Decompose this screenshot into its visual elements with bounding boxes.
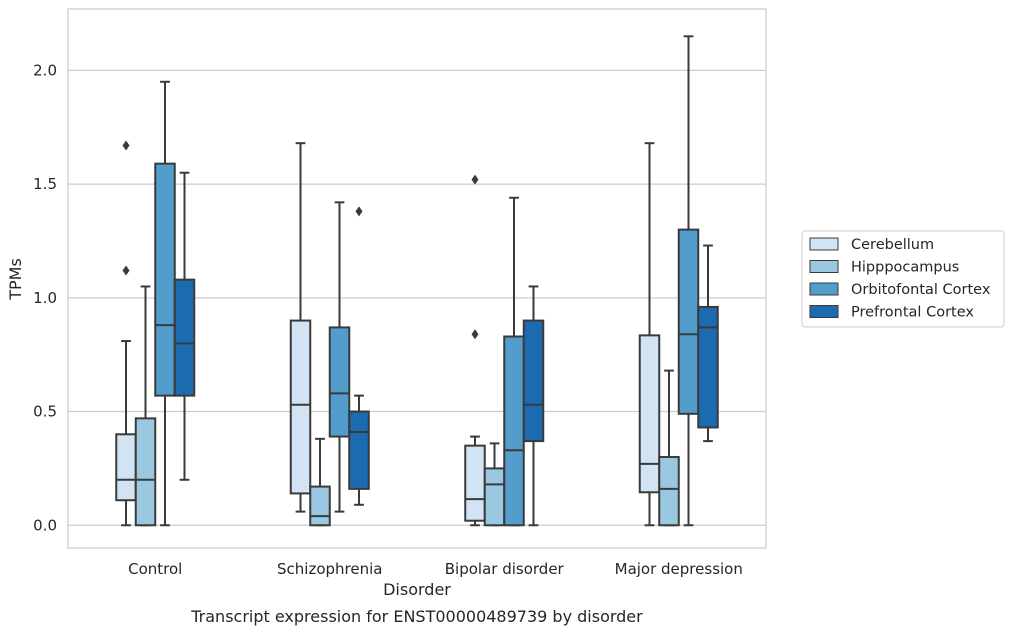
y-tick-label: 2.0 <box>33 61 57 79</box>
box-body <box>503 335 525 527</box>
legend-frame <box>801 230 1005 328</box>
outlier-point <box>122 140 130 151</box>
box <box>677 35 700 527</box>
box-body <box>289 319 312 495</box>
y-tick-label: 1.0 <box>33 289 57 307</box>
box-body <box>173 278 196 397</box>
legend-swatch <box>809 260 839 273</box>
box <box>697 244 719 443</box>
x-tick-label: Control <box>128 560 182 578</box>
box <box>638 142 661 527</box>
chart-caption: Transcript expression for ENST0000048973… <box>190 607 643 626</box>
y-axis-label: TPMs <box>6 258 25 301</box>
box <box>328 201 351 513</box>
box-groups <box>115 35 719 527</box>
category-group <box>289 142 370 527</box>
x-tick-labels: Control Schizophrenia Bipolar disorder Majo… <box>128 560 743 578</box>
outlier-point <box>122 265 130 276</box>
box-body <box>328 326 351 438</box>
legend-swatch <box>809 237 839 251</box>
legend-label: Cerebellum <box>851 237 934 253</box>
box <box>503 196 525 527</box>
outlier-point <box>355 206 363 217</box>
box <box>173 171 196 481</box>
x-tick-label: Schizophrenia <box>277 560 382 578</box>
y-tick-labels: 0.0 0.5 1.0 1.5 2.0 <box>33 61 57 534</box>
box-body <box>348 410 370 490</box>
box-body <box>134 417 157 527</box>
x-tick-label: Major depression <box>615 560 743 578</box>
legend-label: Orbitofontal Cortex <box>851 282 991 298</box>
category-group <box>464 174 545 527</box>
box <box>115 140 137 527</box>
box <box>464 174 486 527</box>
legend-item: Cerebellum <box>809 237 934 253</box>
category-group <box>638 35 719 527</box>
box-body <box>115 433 137 502</box>
x-tick-label: Bipolar disorder <box>445 560 565 578</box>
y-tick-label: 1.5 <box>33 175 57 193</box>
y-tick-label: 0.0 <box>33 516 57 534</box>
outlier-point <box>471 174 479 185</box>
legend-label: Prefrontal Cortex <box>851 305 974 321</box>
legend-label: Hipppocampus <box>851 260 959 276</box>
legend-item: Orbitofontal Cortex <box>809 282 991 298</box>
legend-item: Hipppocampus <box>809 260 959 276</box>
box-body <box>638 334 661 494</box>
box-body <box>464 444 486 522</box>
box <box>658 369 680 527</box>
legend-swatch <box>809 305 839 318</box>
box <box>154 80 176 527</box>
category-group <box>115 80 196 527</box>
box-body <box>697 305 719 429</box>
legend-swatch <box>809 282 839 296</box>
box <box>309 437 331 527</box>
legend: Cerebellum Hipppocampus Orbitofontal Corte… <box>801 230 1005 328</box>
box-body <box>522 319 545 443</box>
plot-frame <box>67 8 767 549</box>
y-tick-label: 0.5 <box>33 403 57 421</box>
x-axis-label: Disorder <box>383 580 451 599</box>
outlier-point <box>471 329 479 340</box>
box-body <box>677 228 700 415</box>
legend-item: Prefrontal Cortex <box>809 305 974 321</box>
box-body <box>483 467 506 527</box>
box <box>348 206 370 506</box>
box <box>289 142 312 513</box>
box <box>522 285 545 527</box>
box <box>483 442 506 527</box>
box-body <box>658 456 680 527</box>
box <box>134 285 157 527</box>
box-body <box>154 162 176 397</box>
box-body <box>309 485 331 527</box>
